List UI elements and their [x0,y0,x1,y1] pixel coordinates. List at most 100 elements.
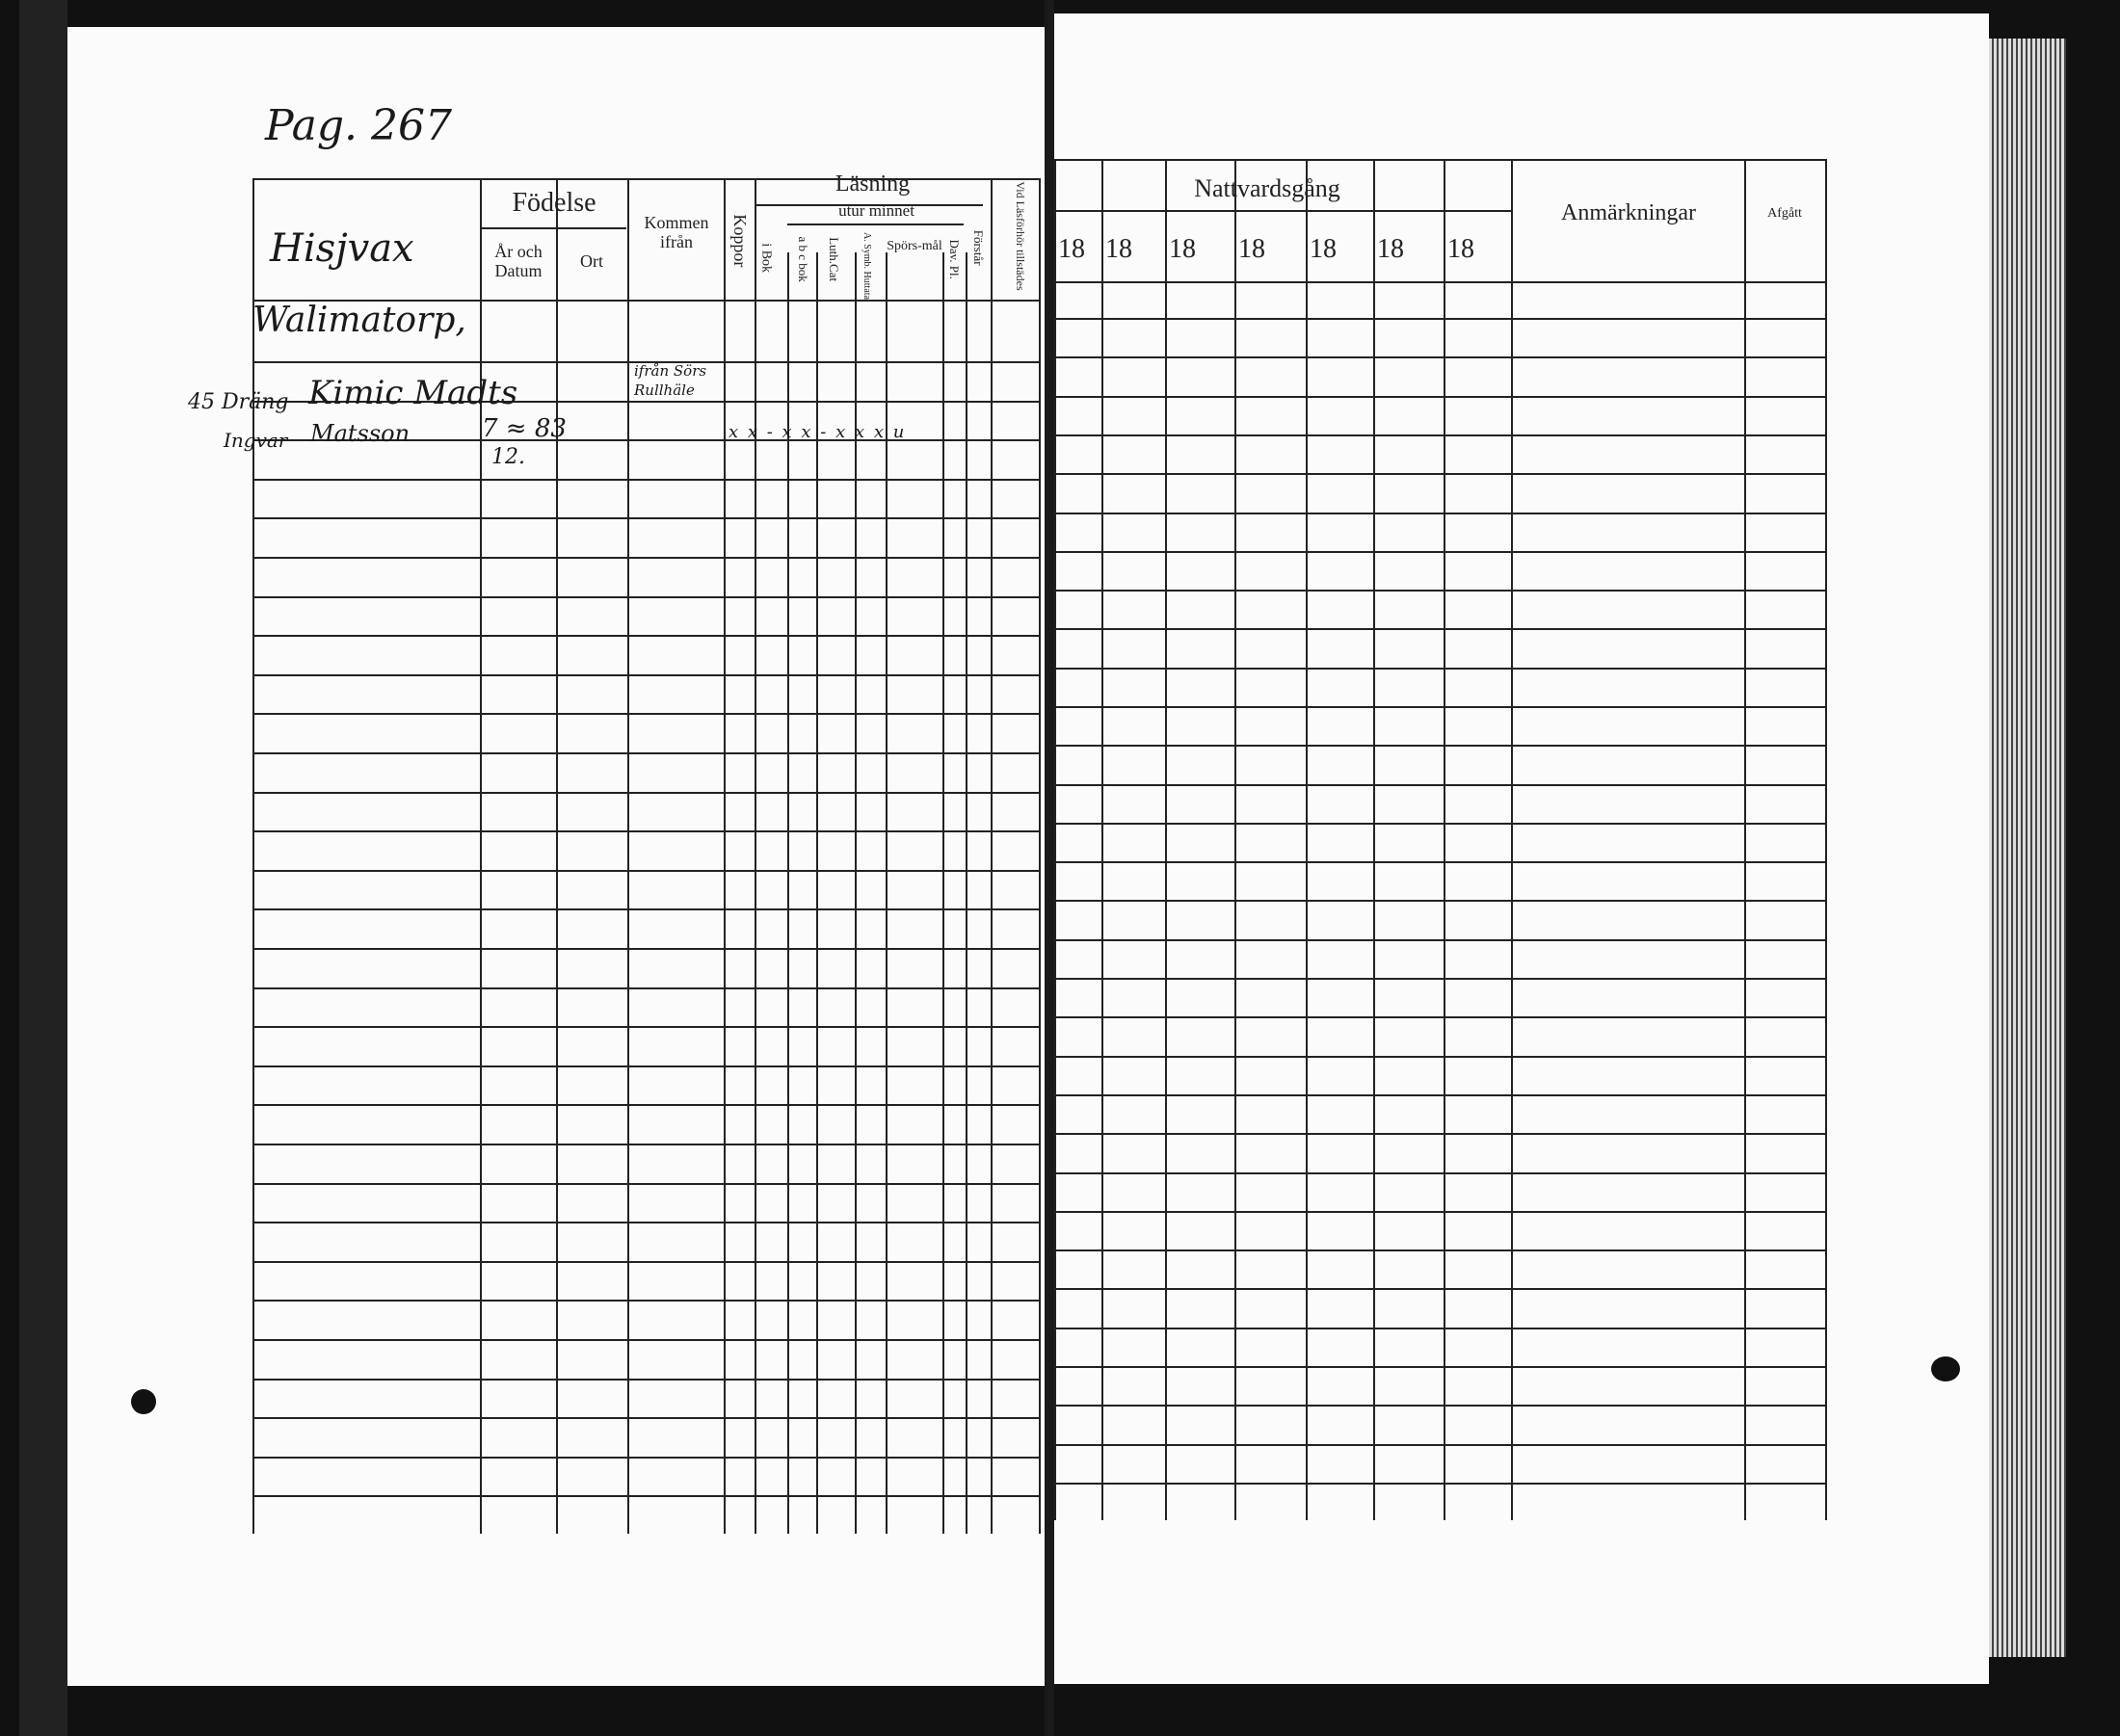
column-rule [991,178,993,1534]
row-rule [252,557,1039,559]
row-rule [1054,706,1825,708]
row-rule [252,439,1039,441]
row-rule [1054,210,1511,212]
header-bottom-rule [252,300,1039,302]
birth-year: 7 ≈ 83 [482,414,567,443]
row-rule [252,1379,1039,1381]
row-rule [1054,668,1825,670]
header-i-bok: i Bok [758,243,774,274]
year-header: 18 [1169,234,1196,264]
row-rule [252,479,1039,481]
row-rule [1054,1094,1825,1096]
table-top-rule [252,178,1039,180]
row-rule [1054,1211,1825,1213]
row-rule [1054,1405,1825,1407]
year-header: 18 [1310,234,1337,264]
column-rule [627,178,629,1534]
header-ar-och-datum: År och Datum [494,242,543,280]
year-header: 18 [1238,234,1265,264]
row-rule [252,830,1039,832]
punch-hole-right [1931,1356,1960,1381]
header-ort: Ort [580,251,603,271]
row-rule [1054,1133,1825,1135]
reading-marks: x x - x x - x x x u [729,422,907,442]
row-rule [1054,1366,1825,1368]
left-binding [19,0,67,1736]
column-rule [1234,159,1236,1520]
header-kommen-ifran: Kommen ifrån [644,213,709,251]
person-name: Kimic Madts [308,374,518,412]
row-rule [252,987,1039,989]
row-rule [1054,823,1825,825]
year-header: 18 [1377,234,1404,264]
row-rule [1054,551,1825,553]
row-rule [1054,318,1825,320]
header-luth-cat: Luth.Cat [827,237,842,282]
header-anmarkningar: Anmärkningar [1561,200,1696,225]
row-rule [1054,1016,1825,1018]
row-rule [252,635,1039,637]
header-a-symb: A. Symb. Huttata [861,232,872,300]
column-rule [480,178,482,1534]
column-rule [816,252,818,1534]
column-rule [1744,159,1746,1520]
farm-name: Walimatorp, [252,301,466,340]
margin-line2: Ingvar [224,429,288,452]
row-rule [1054,939,1825,941]
row-rule [1054,628,1825,630]
column-rule [556,178,558,1534]
header-koppor: Koppor [729,214,750,268]
book-spine [1045,0,1054,1736]
row-rule [252,361,1039,363]
header-lasning: Läsning [835,171,911,197]
row-rule [252,517,1039,519]
row-rule [252,1300,1039,1302]
column-rule [252,178,254,1534]
row-rule [1054,1444,1825,1446]
row-rule [252,908,1039,910]
punch-hole-left [131,1389,156,1414]
column-rule [855,252,857,1534]
row-rule [252,1104,1039,1106]
row-rule [252,1065,1039,1067]
came-from-1: ifrån Sörs [634,362,707,380]
row-rule [1054,745,1825,747]
row-rule [1054,1483,1825,1485]
row-rule [1054,590,1825,592]
row-rule [1054,513,1825,514]
row-rule [252,752,1039,754]
row-rule [1054,1328,1825,1329]
row-rule [252,674,1039,676]
column-rule [886,252,888,1534]
row-rule [252,1417,1039,1419]
margin-number: 45 Dräng [188,390,289,414]
header-afgatt: Afgått [1767,206,1802,221]
header-dav-pl: Dav. Pl. [947,239,963,279]
row-rule [252,1339,1039,1341]
row-rule [252,713,1039,715]
row-rule [1054,396,1825,398]
column-rule [1511,159,1513,1520]
came-from-2: Rullhäle [634,381,695,399]
row-rule [252,596,1039,598]
row-rule [252,1261,1039,1263]
row-rule [482,227,626,229]
row-rule [1054,861,1825,863]
header-sporsmal: Spörs-mål [887,239,942,253]
header-bottom-rule [1054,281,1825,283]
column-rule [1039,178,1041,1534]
row-rule [252,1222,1039,1223]
column-rule [1444,159,1445,1520]
row-rule [1054,900,1825,902]
header-fodelse: Födelse [512,188,596,218]
year-header: 18 [1058,234,1085,264]
column-rule [787,252,789,1534]
row-rule [252,1183,1039,1185]
header-abc-bok: a b c bok [796,236,811,282]
row-rule [1054,1249,1825,1251]
column-rule [1101,159,1103,1520]
column-rule [755,178,756,1534]
table-top-rule [1054,159,1825,161]
column-rule [1165,159,1167,1520]
row-rule [252,870,1039,872]
